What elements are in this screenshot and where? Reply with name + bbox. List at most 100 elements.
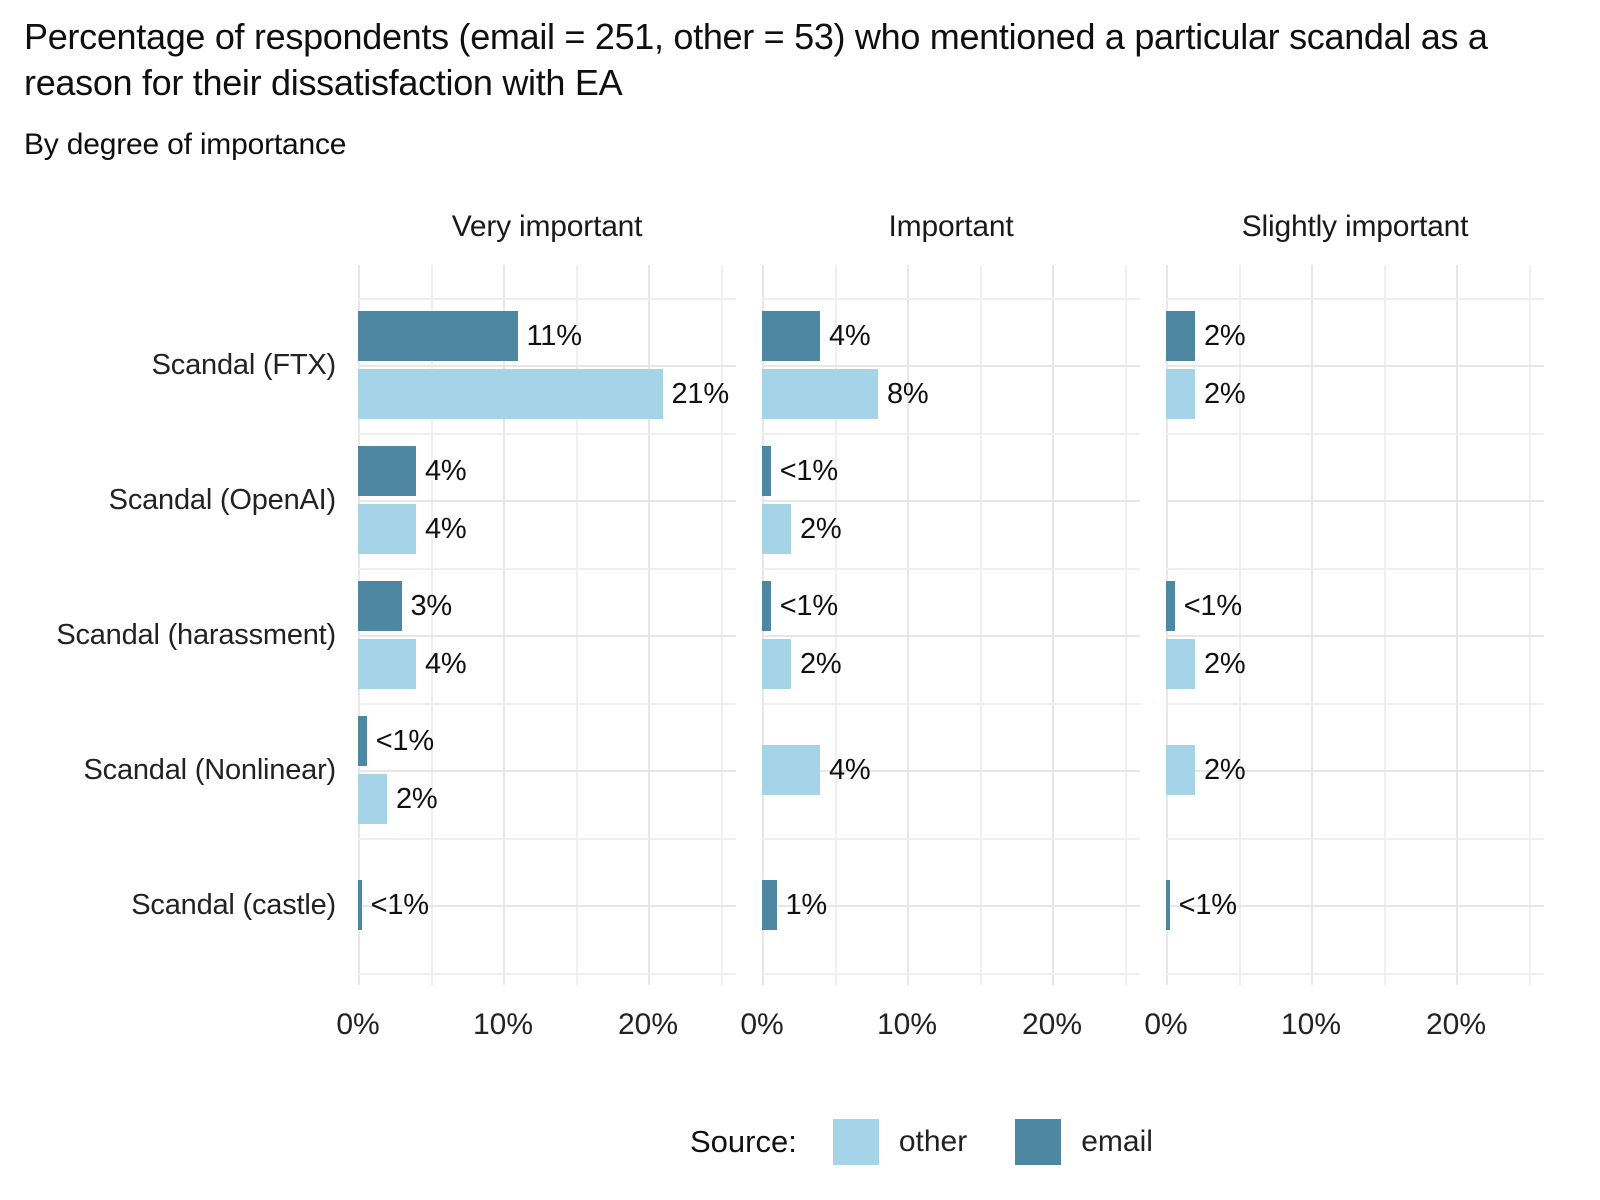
facet-panel: 11% 21% 4% 4% 3% 4% <1% 2% <1% xyxy=(358,265,736,985)
gridline-vertical xyxy=(1125,265,1127,985)
bar-value-label: 21% xyxy=(671,378,730,410)
gridline-vertical xyxy=(835,265,837,985)
bar-email xyxy=(762,880,777,930)
gridline-horizontal xyxy=(762,365,1140,367)
gridline-horizontal xyxy=(762,297,1140,300)
bar-value-label: 11% xyxy=(526,320,582,352)
bar-email xyxy=(358,311,518,361)
bar-value-label: 4% xyxy=(425,648,467,680)
bar-email xyxy=(358,880,362,930)
gridline-horizontal xyxy=(762,837,1140,840)
gridline-horizontal xyxy=(762,770,1140,772)
gridline-horizontal xyxy=(762,432,1140,435)
gridline-horizontal xyxy=(358,837,736,840)
bar-value-label: <1% xyxy=(370,889,429,921)
gridline-horizontal xyxy=(1166,972,1544,975)
gridline-horizontal xyxy=(358,905,736,907)
gridline-horizontal xyxy=(1166,702,1544,705)
bar-value-label: 4% xyxy=(425,455,467,487)
bar-value-label: <1% xyxy=(375,725,434,757)
bar-other xyxy=(358,774,387,824)
gridline-horizontal xyxy=(762,500,1140,502)
x-axis-tick-label: 0% xyxy=(740,1008,784,1041)
bar-other xyxy=(358,639,416,689)
gridline-vertical xyxy=(576,265,578,985)
bar-email xyxy=(1166,581,1175,631)
x-axis-tick-label: 10% xyxy=(876,1008,938,1041)
bar-value-label: 1% xyxy=(785,889,828,921)
bar-value-label: 4% xyxy=(425,513,467,545)
gridline-horizontal xyxy=(762,972,1140,975)
bar-value-label: 2% xyxy=(1204,648,1246,680)
bar-other xyxy=(762,369,878,419)
gridline-vertical xyxy=(1384,265,1386,985)
gridline-vertical xyxy=(1456,265,1458,985)
bar-other xyxy=(1166,369,1195,419)
bar-value-label: 2% xyxy=(800,513,842,545)
category-label: Scandal (FTX) xyxy=(151,349,337,381)
gridline-horizontal xyxy=(762,905,1140,907)
bar-value-label: <1% xyxy=(779,455,838,487)
bar-value-label: 2% xyxy=(396,783,438,815)
bar-value-label: <1% xyxy=(779,590,838,622)
gridline-vertical xyxy=(1311,265,1313,985)
x-axis-tick-label: 20% xyxy=(1021,1008,1083,1041)
bar-email xyxy=(1166,880,1170,930)
x-axis-tick-label: 20% xyxy=(617,1008,679,1041)
gridline-horizontal xyxy=(1166,432,1544,435)
x-axis-tick-label: 20% xyxy=(1425,1008,1487,1041)
x-axis-tick-label: 10% xyxy=(472,1008,534,1041)
legend-item-other: other xyxy=(832,1119,968,1165)
bar-email xyxy=(762,311,820,361)
facet-panel: 2% 2% <1% 2% 2% <1% xyxy=(1166,265,1544,985)
gridline-vertical xyxy=(1052,265,1054,985)
bar-email xyxy=(358,446,416,496)
gridline-horizontal xyxy=(762,635,1140,637)
gridline-vertical xyxy=(907,265,909,985)
gridline-horizontal xyxy=(1166,837,1544,840)
bar-value-label: 4% xyxy=(829,320,871,352)
gridline-horizontal xyxy=(358,702,736,705)
gridline-vertical xyxy=(1529,265,1531,985)
gridline-vertical xyxy=(1239,265,1241,985)
gridline-horizontal xyxy=(358,500,736,502)
legend: Source: other email xyxy=(690,1116,1179,1168)
facet-header: Slightly important xyxy=(1241,210,1469,243)
bar-other xyxy=(358,369,663,419)
bar-value-label: <1% xyxy=(1183,590,1242,622)
gridline-horizontal xyxy=(358,770,736,772)
gridline-horizontal xyxy=(1166,770,1544,772)
other-swatch-icon xyxy=(832,1119,879,1165)
bar-value-label: 2% xyxy=(1204,320,1246,352)
bar-email xyxy=(358,581,402,631)
gridline-horizontal xyxy=(358,365,736,367)
gridline-vertical xyxy=(980,265,982,985)
gridline-horizontal xyxy=(1166,365,1544,367)
gridline-horizontal xyxy=(358,972,736,975)
bar-value-label: 4% xyxy=(829,754,871,786)
legend-title: Source: xyxy=(690,1124,797,1159)
category-label: Scandal (castle) xyxy=(131,889,336,921)
x-axis-tick-label: 10% xyxy=(1280,1008,1342,1041)
bar-other xyxy=(762,504,791,554)
legend-item-label: other xyxy=(898,1125,968,1158)
bar-other xyxy=(1166,745,1195,795)
facet-header: Important xyxy=(888,210,1014,243)
gridline-horizontal xyxy=(1166,297,1544,300)
chart-subtitle: By degree of importance xyxy=(24,128,347,161)
bar-value-label: 3% xyxy=(410,590,453,622)
gridline-horizontal xyxy=(1166,500,1544,502)
bar-email xyxy=(1166,311,1195,361)
bar-value-label: <1% xyxy=(1178,889,1237,921)
bar-value-label: 2% xyxy=(1204,754,1246,786)
legend-item-email: email xyxy=(1015,1119,1153,1165)
gridline-horizontal xyxy=(358,297,736,300)
legend-item-label: email xyxy=(1081,1125,1153,1158)
gridline-horizontal xyxy=(358,567,736,570)
gridline-vertical xyxy=(431,265,433,985)
gridline-horizontal xyxy=(762,702,1140,705)
x-axis-tick-label: 0% xyxy=(336,1008,380,1041)
gridline-horizontal xyxy=(358,432,736,435)
bar-other xyxy=(762,639,791,689)
gridline-horizontal xyxy=(1166,905,1544,907)
